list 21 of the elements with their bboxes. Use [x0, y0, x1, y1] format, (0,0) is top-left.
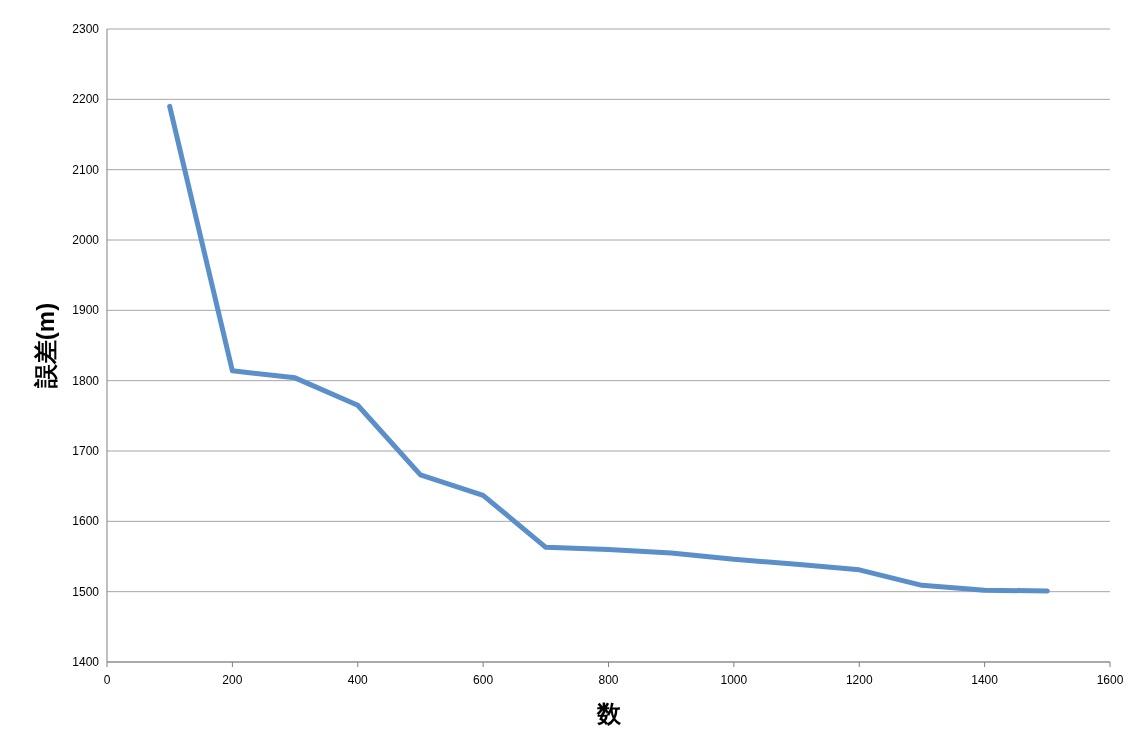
- x-tick-label: 200: [222, 673, 243, 687]
- y-axis-title: 誤差(m): [32, 302, 59, 390]
- y-tick-label: 2100: [72, 162, 100, 177]
- x-tick-label: 1400: [971, 673, 999, 687]
- y-tick-label: 2300: [72, 22, 100, 36]
- x-tick-label: 1600: [1096, 673, 1124, 687]
- x-tick-label: 600: [473, 673, 494, 687]
- x-tick-label: 400: [347, 673, 369, 687]
- y-tick-label: 1900: [72, 303, 100, 318]
- y-tick-label: 1500: [72, 584, 100, 599]
- x-tick-label: 1200: [845, 673, 873, 687]
- y-tick-label: 2000: [72, 233, 100, 247]
- x-axis-title: 数: [595, 700, 622, 727]
- x-tick-label: 800: [598, 673, 619, 687]
- x-tick-label: 1000: [720, 673, 748, 687]
- y-tick-label: 1400: [72, 655, 100, 669]
- y-tick-label: 2200: [72, 92, 100, 107]
- y-tick-label: 1600: [72, 514, 100, 529]
- x-tick-label: 0: [103, 673, 111, 687]
- y-tick-label: 1700: [72, 444, 100, 458]
- y-tick-label: 1800: [72, 373, 100, 388]
